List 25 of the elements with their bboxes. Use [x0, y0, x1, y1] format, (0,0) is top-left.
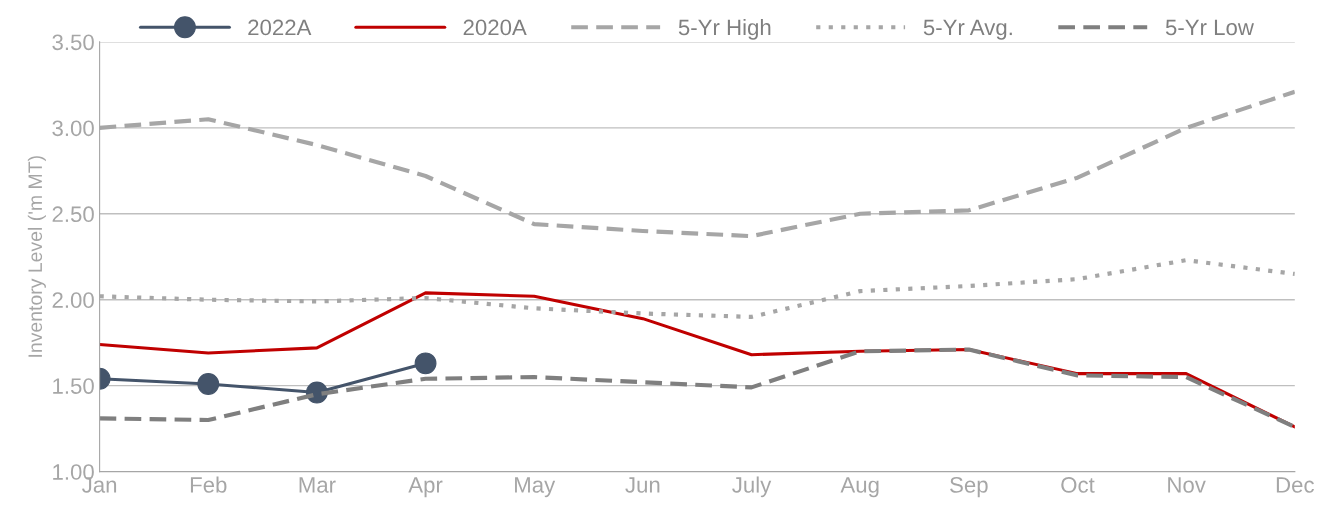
x-tick-label: Feb	[190, 476, 227, 493]
x-tick-label: Oct	[1061, 477, 1095, 493]
legend-label: 5-Yr Low	[1165, 19, 1254, 36]
y-axis-title: Inventory Level ('m MT)	[27, 156, 46, 357]
y-tick-label: 2.00	[52, 292, 94, 308]
x-tick-label: Apr	[408, 477, 443, 498]
x-tick-label: Aug	[840, 477, 879, 498]
line-series	[99, 347, 1295, 429]
x-tick-label: May	[515, 477, 556, 498]
y-tick-label: 2.50	[52, 206, 94, 223]
x-tick-label: Nov	[1168, 477, 1206, 493]
y-tick-label: 3.00	[52, 120, 94, 137]
x-tick-label: Mar	[299, 477, 336, 493]
x-tick-label: Dec	[1276, 477, 1314, 493]
x-tick-label: Jun	[625, 477, 660, 493]
legend-label: 5-Yr Avg.	[923, 19, 1012, 40]
y-tick-label: 1.50	[53, 378, 94, 394]
point	[197, 373, 220, 395]
legend-label: 2022A	[248, 19, 312, 36]
x-tick-label: Sep	[950, 477, 988, 498]
x-tick-label: July	[732, 476, 772, 498]
y-tick-label: 3.50	[52, 34, 94, 51]
legend-label: 2020A	[463, 19, 527, 36]
legend-label: 5-Yr High	[678, 18, 771, 40]
point	[414, 352, 437, 375]
